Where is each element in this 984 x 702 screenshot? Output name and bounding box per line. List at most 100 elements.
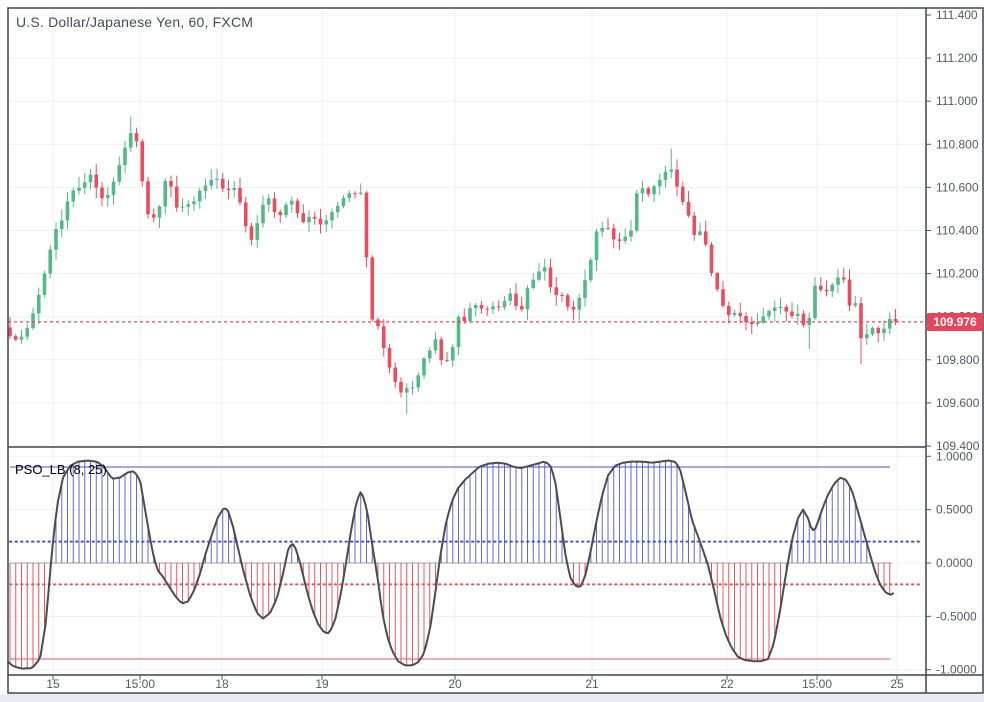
candle-body: [830, 284, 835, 292]
candle-body: [640, 188, 645, 194]
candle-body: [479, 305, 484, 309]
candle-body: [772, 307, 777, 311]
osc-tick-label: -0.5000: [936, 609, 977, 623]
candle-body: [663, 171, 668, 180]
candle-body: [399, 381, 403, 393]
candle-body: [583, 280, 587, 298]
price-tick-label: 111.200: [936, 51, 978, 65]
time-tick-label: 19: [315, 677, 329, 691]
candle-body: [491, 306, 495, 310]
price-tick-label: 110.800: [936, 137, 979, 151]
price-scale[interactable]: 111.400 111.200 111.000 110.800 110.600 110.4…: [926, 8, 980, 453]
candle-body: [876, 328, 881, 334]
candle-body: [537, 271, 541, 280]
osc-tick-label: -1.0000: [936, 663, 977, 677]
time-tick-label: 15:00: [125, 677, 155, 691]
candle-body: [882, 328, 886, 334]
candle-body: [25, 328, 30, 337]
candle-body: [519, 305, 524, 310]
candle-body: [335, 205, 340, 213]
candle-body: [611, 228, 616, 240]
candle-body: [807, 318, 812, 326]
time-tick-label: 21: [585, 677, 599, 691]
candle-body: [220, 178, 225, 189]
candle-body: [715, 273, 720, 290]
candle-body: [289, 200, 294, 205]
candle-body: [134, 133, 139, 142]
candle-body: [468, 308, 472, 322]
candle-body: [893, 318, 898, 322]
candle-body: [19, 336, 24, 340]
candle-body: [312, 216, 317, 219]
price-tick-label: 109.600: [936, 396, 980, 410]
candle-body: [784, 307, 789, 312]
candle-body: [376, 319, 380, 327]
candle-body: [88, 174, 93, 183]
candle-body: [111, 181, 116, 195]
candle-body: [174, 186, 179, 208]
price-tick-label: 110.600: [936, 180, 979, 194]
symbol-title[interactable]: U.S. Dollar/Japanese Yen, 60, FXCM: [16, 14, 254, 30]
candle-body: [266, 198, 271, 205]
chart-outer-border: [7, 7, 984, 694]
candle-body: [94, 174, 99, 188]
candle-body: [887, 318, 892, 329]
candle-body: [726, 305, 731, 316]
candle-body: [192, 201, 196, 205]
candle-body: [128, 133, 133, 148]
candle-body: [416, 375, 421, 388]
candle-body: [284, 204, 288, 216]
candle-body: [261, 204, 265, 224]
candle-body: [652, 186, 656, 195]
time-scale[interactable]: 15 15:00 18 19 20 21 22 15:00 25: [46, 675, 904, 691]
candle-body: [778, 307, 783, 309]
osc-histogram: [9, 460, 891, 669]
candle-body: [272, 198, 277, 213]
candle-body: [577, 297, 582, 310]
candle-body: [31, 313, 35, 329]
candle-body: [617, 239, 622, 241]
candle-body: [732, 312, 737, 316]
candle-body: [496, 306, 501, 308]
candle-body: [117, 165, 122, 182]
candle-body: [525, 287, 530, 310]
candle-body: [473, 305, 478, 309]
candle-body: [462, 316, 467, 322]
candle-body: [657, 179, 662, 187]
candle-body: [238, 187, 242, 203]
candle-body: [813, 285, 817, 319]
candle-body: [744, 316, 748, 323]
candle-body: [42, 273, 47, 295]
candle-body: [623, 236, 628, 241]
candle-body: [508, 293, 513, 301]
candles-series: [8, 116, 898, 414]
candle-body: [847, 279, 852, 306]
candle-body: [709, 244, 714, 274]
osc-tick-label: 0.5000: [936, 503, 973, 517]
candle-body: [203, 185, 208, 191]
candle-body: [749, 322, 754, 325]
candle-body: [548, 267, 553, 288]
candle-body: [824, 289, 829, 292]
candle-body: [393, 367, 398, 382]
candle-body: [353, 193, 357, 195]
price-tick-label: 110.400: [936, 224, 979, 238]
candle-body: [123, 147, 127, 166]
indicator-scale[interactable]: 1.0000 0.5000 0.0000 -0.5000 -1.0000: [926, 449, 977, 677]
time-tick-label: 25: [890, 677, 904, 691]
candle-body: [485, 308, 490, 310]
candle-body: [197, 190, 202, 202]
candle-body: [669, 169, 674, 172]
candle-body: [330, 212, 334, 221]
candle-body: [571, 306, 576, 310]
indicator-pane[interactable]: [7, 455, 926, 671]
candle-body: [387, 347, 392, 368]
candle-body: [433, 339, 438, 351]
indicator-label[interactable]: PSO_LB (8, 25): [15, 462, 107, 477]
candle-body: [531, 279, 536, 288]
candle-body: [427, 350, 432, 359]
candle-body: [646, 188, 651, 195]
candle-body: [36, 294, 41, 314]
price-pane[interactable]: [8, 8, 926, 675]
